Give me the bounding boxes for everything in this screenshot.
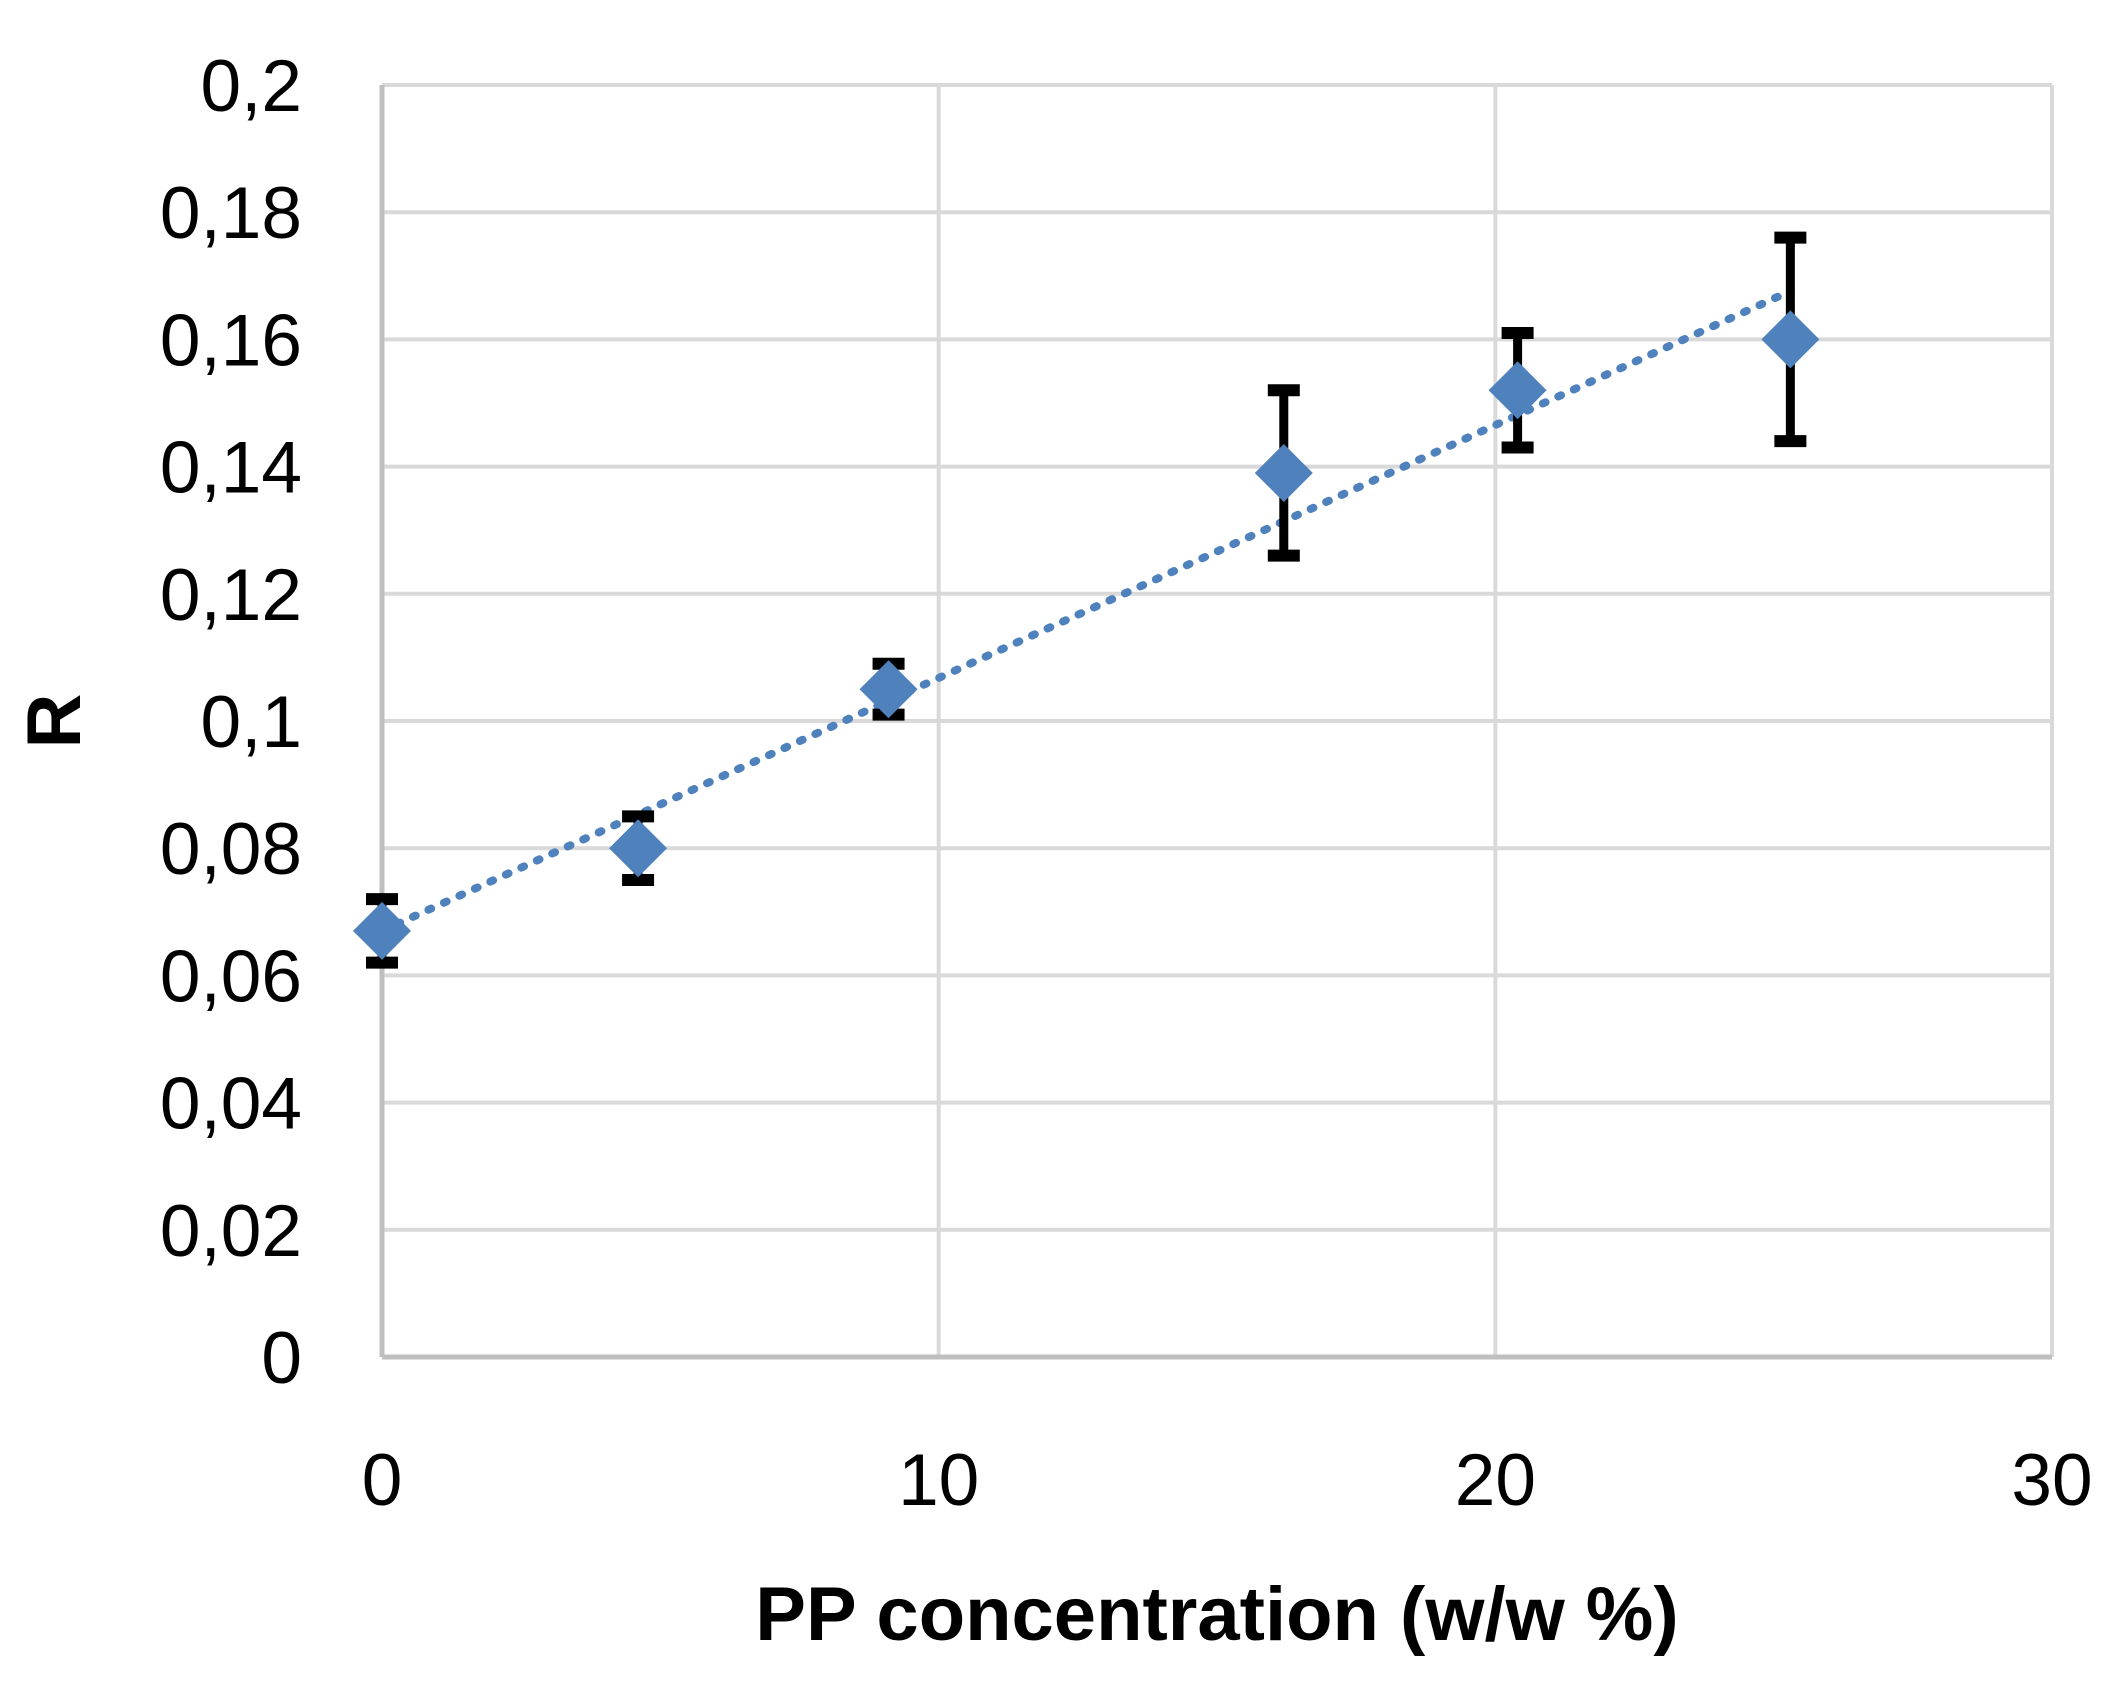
y-tick-label: 0,1: [201, 682, 302, 763]
x-tick-label: 0: [362, 1440, 403, 1521]
data-point-marker: [1254, 443, 1313, 502]
x-tick-label: 10: [898, 1440, 979, 1521]
x-tick-label: 20: [1455, 1440, 1536, 1521]
trendline-group: [378, 287, 1795, 935]
y-axis-title: R: [12, 694, 97, 749]
y-tick-label: 0,12: [160, 555, 302, 636]
y-tick-label: 0,08: [160, 809, 302, 890]
y-tick-label: 0,2: [201, 46, 302, 127]
gridlines: [382, 83, 2054, 1357]
error-bars-group: [366, 231, 1807, 969]
data-point-marker: [859, 660, 918, 719]
x-tick-label: 30: [2011, 1440, 2092, 1521]
y-tick-label: 0,02: [160, 1191, 302, 1272]
data-point-marker: [1761, 310, 1820, 369]
y-tick-label: 0,04: [160, 1064, 302, 1145]
trendline: [378, 287, 1795, 935]
y-tick-label: 0,06: [160, 936, 302, 1017]
data-point-marker: [1488, 361, 1547, 420]
data-point-marker: [353, 901, 411, 960]
data-point-marker: [609, 819, 668, 878]
y-tick-label: 0,18: [160, 173, 302, 254]
y-tick-label: 0,14: [160, 428, 302, 509]
y-tick-label: 0,16: [160, 300, 302, 381]
x-axis-title: PP concentration (w/w %): [755, 1572, 1678, 1657]
data-points-group: [353, 310, 1820, 960]
tick-labels-group: 0 0,02 0,04 0,06 0,08 0,1 0,12 0,14 0,16 0,18 0,2 0…: [160, 46, 2093, 1521]
axis-lines: [379, 85, 2052, 1360]
y-tick-label: 0: [261, 1318, 302, 1399]
